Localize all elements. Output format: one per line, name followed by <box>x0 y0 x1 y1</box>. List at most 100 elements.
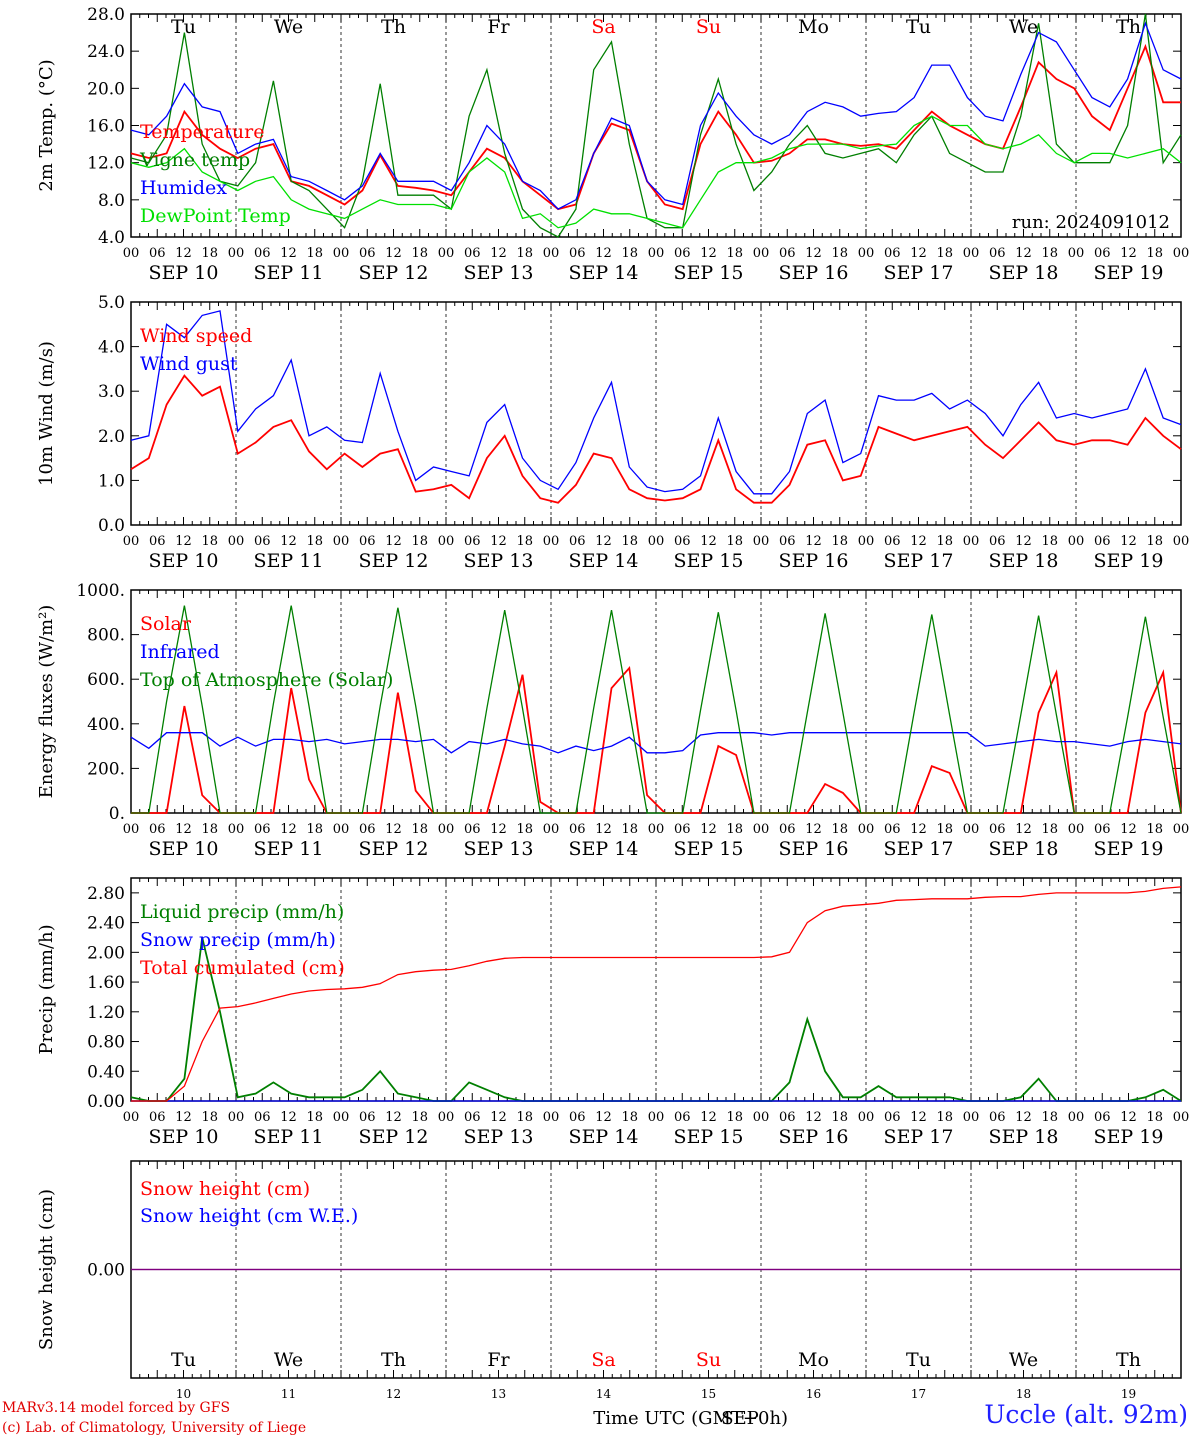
hour-label: 00 <box>963 822 980 837</box>
legend-entry: Wind gust <box>140 353 238 375</box>
date-label: SEP 10 <box>149 1126 219 1148</box>
hour-label: 00 <box>438 246 455 261</box>
date-label: SEP 13 <box>464 838 534 860</box>
hour-label: 00 <box>963 246 980 261</box>
y-tick-label: 0. <box>109 804 125 824</box>
run-label: run: 2024091012 <box>1012 212 1170 233</box>
date-label: SEP 18 <box>989 838 1059 860</box>
hour-label: 18 <box>306 822 323 837</box>
y-tick-label: 600. <box>87 670 125 690</box>
day-number-label: 15 <box>701 1387 716 1401</box>
hour-label: 06 <box>359 246 376 261</box>
legend-entry: Total cumulated (cm) <box>140 957 345 979</box>
hour-label: 18 <box>1146 1110 1163 1125</box>
legend-entry: Temperature <box>140 121 264 143</box>
date-label: SEP 15 <box>674 262 744 284</box>
hour-label: 18 <box>201 534 218 549</box>
series-line <box>130 310 1182 495</box>
date-label: SEP 12 <box>359 262 429 284</box>
date-label: SEP 17 <box>884 550 954 572</box>
y-tick-label: 2.40 <box>87 914 125 934</box>
hour-label: 06 <box>1094 534 1111 549</box>
legend-entry: Vigne temp <box>139 149 250 171</box>
date-label: SEP 10 <box>149 262 219 284</box>
date-label: SEP 11 <box>254 262 324 284</box>
hour-label: 18 <box>831 534 848 549</box>
hour-label: 18 <box>621 246 638 261</box>
date-label: SEP 10 <box>149 550 219 572</box>
hour-label: 12 <box>700 534 717 549</box>
hour-label: 18 <box>1041 246 1058 261</box>
hour-label: 12 <box>385 534 402 549</box>
date-label: SEP 15 <box>674 550 744 572</box>
day-of-week-label: Th <box>381 1349 406 1371</box>
hour-label: 06 <box>884 1110 901 1125</box>
month-label: SEP <box>721 1408 759 1429</box>
plot-frame <box>130 13 1182 238</box>
hour-label: 00 <box>648 246 665 261</box>
hour-label: 12 <box>385 1110 402 1125</box>
hour-label: 18 <box>831 822 848 837</box>
day-of-week-label: We <box>1009 16 1038 38</box>
hour-label: 06 <box>674 246 691 261</box>
hour-label: 06 <box>254 1110 271 1125</box>
hour-label: 06 <box>674 534 691 549</box>
hour-label: 00 <box>753 1110 770 1125</box>
hour-label: 18 <box>516 822 533 837</box>
y-tick-label: 8.0 <box>98 191 125 211</box>
lab-credit: (c) Lab. of Climatology, University of L… <box>2 1420 307 1436</box>
y-axis-title: Energy fluxes (W/m²) <box>36 605 57 799</box>
hour-label: 18 <box>516 246 533 261</box>
date-label: SEP 16 <box>779 1126 849 1148</box>
hour-label: 18 <box>726 1110 743 1125</box>
date-label: SEP 14 <box>569 550 639 572</box>
hour-label: 06 <box>1094 246 1111 261</box>
hour-label: 06 <box>149 1110 166 1125</box>
hour-label: 00 <box>333 534 350 549</box>
y-tick-label: 28.0 <box>87 5 125 25</box>
day-of-week-label: Tu <box>906 16 931 38</box>
day-of-week-label: Fr <box>487 16 510 38</box>
day-of-week-label: Th <box>1116 1349 1141 1371</box>
hour-label: 18 <box>201 1110 218 1125</box>
date-label: SEP 15 <box>674 838 744 860</box>
series-line <box>130 13 1182 238</box>
date-label: SEP 13 <box>464 550 534 572</box>
date-label: SEP 11 <box>254 550 324 572</box>
hour-label: 06 <box>254 246 271 261</box>
hour-label: 12 <box>280 822 297 837</box>
date-label: SEP 11 <box>254 1126 324 1148</box>
plot-frame <box>130 301 1182 526</box>
day-of-week-label: Tu <box>171 16 196 38</box>
date-label: SEP 13 <box>464 1126 534 1148</box>
hour-label: 00 <box>1068 246 1085 261</box>
y-tick-label: 200. <box>87 759 125 779</box>
y-axis-title: 2m Temp. (°C) <box>36 59 57 191</box>
hour-label: 06 <box>569 246 586 261</box>
day-of-week-label: We <box>274 16 303 38</box>
x-axis-title: Time UTC (GMT+0h) <box>593 1408 788 1429</box>
series-line <box>131 886 1182 1102</box>
hour-label: 06 <box>884 246 901 261</box>
hour-label: 12 <box>1015 1110 1032 1125</box>
date-label: SEP 13 <box>464 262 534 284</box>
hour-label: 06 <box>359 534 376 549</box>
day-number-label: 18 <box>1016 1387 1031 1401</box>
hour-label: 00 <box>753 534 770 549</box>
hour-label: 12 <box>490 822 507 837</box>
y-tick-label: 0.40 <box>87 1062 125 1082</box>
hour-label: 06 <box>674 1110 691 1125</box>
hour-label: 18 <box>411 246 428 261</box>
hour-label: 06 <box>464 822 481 837</box>
hour-label: 12 <box>490 1110 507 1125</box>
y-tick-label: 0.0 <box>98 516 125 536</box>
hour-label: 00 <box>1068 534 1085 549</box>
hour-label: 12 <box>595 822 612 837</box>
day-number-label: 16 <box>806 1387 821 1401</box>
hour-label: 06 <box>989 246 1006 261</box>
hour-label: 06 <box>569 534 586 549</box>
hour-label: 12 <box>280 534 297 549</box>
hour-label: 00 <box>333 246 350 261</box>
y-tick-label: 0.00 <box>87 1092 125 1112</box>
hour-label: 00 <box>648 534 665 549</box>
